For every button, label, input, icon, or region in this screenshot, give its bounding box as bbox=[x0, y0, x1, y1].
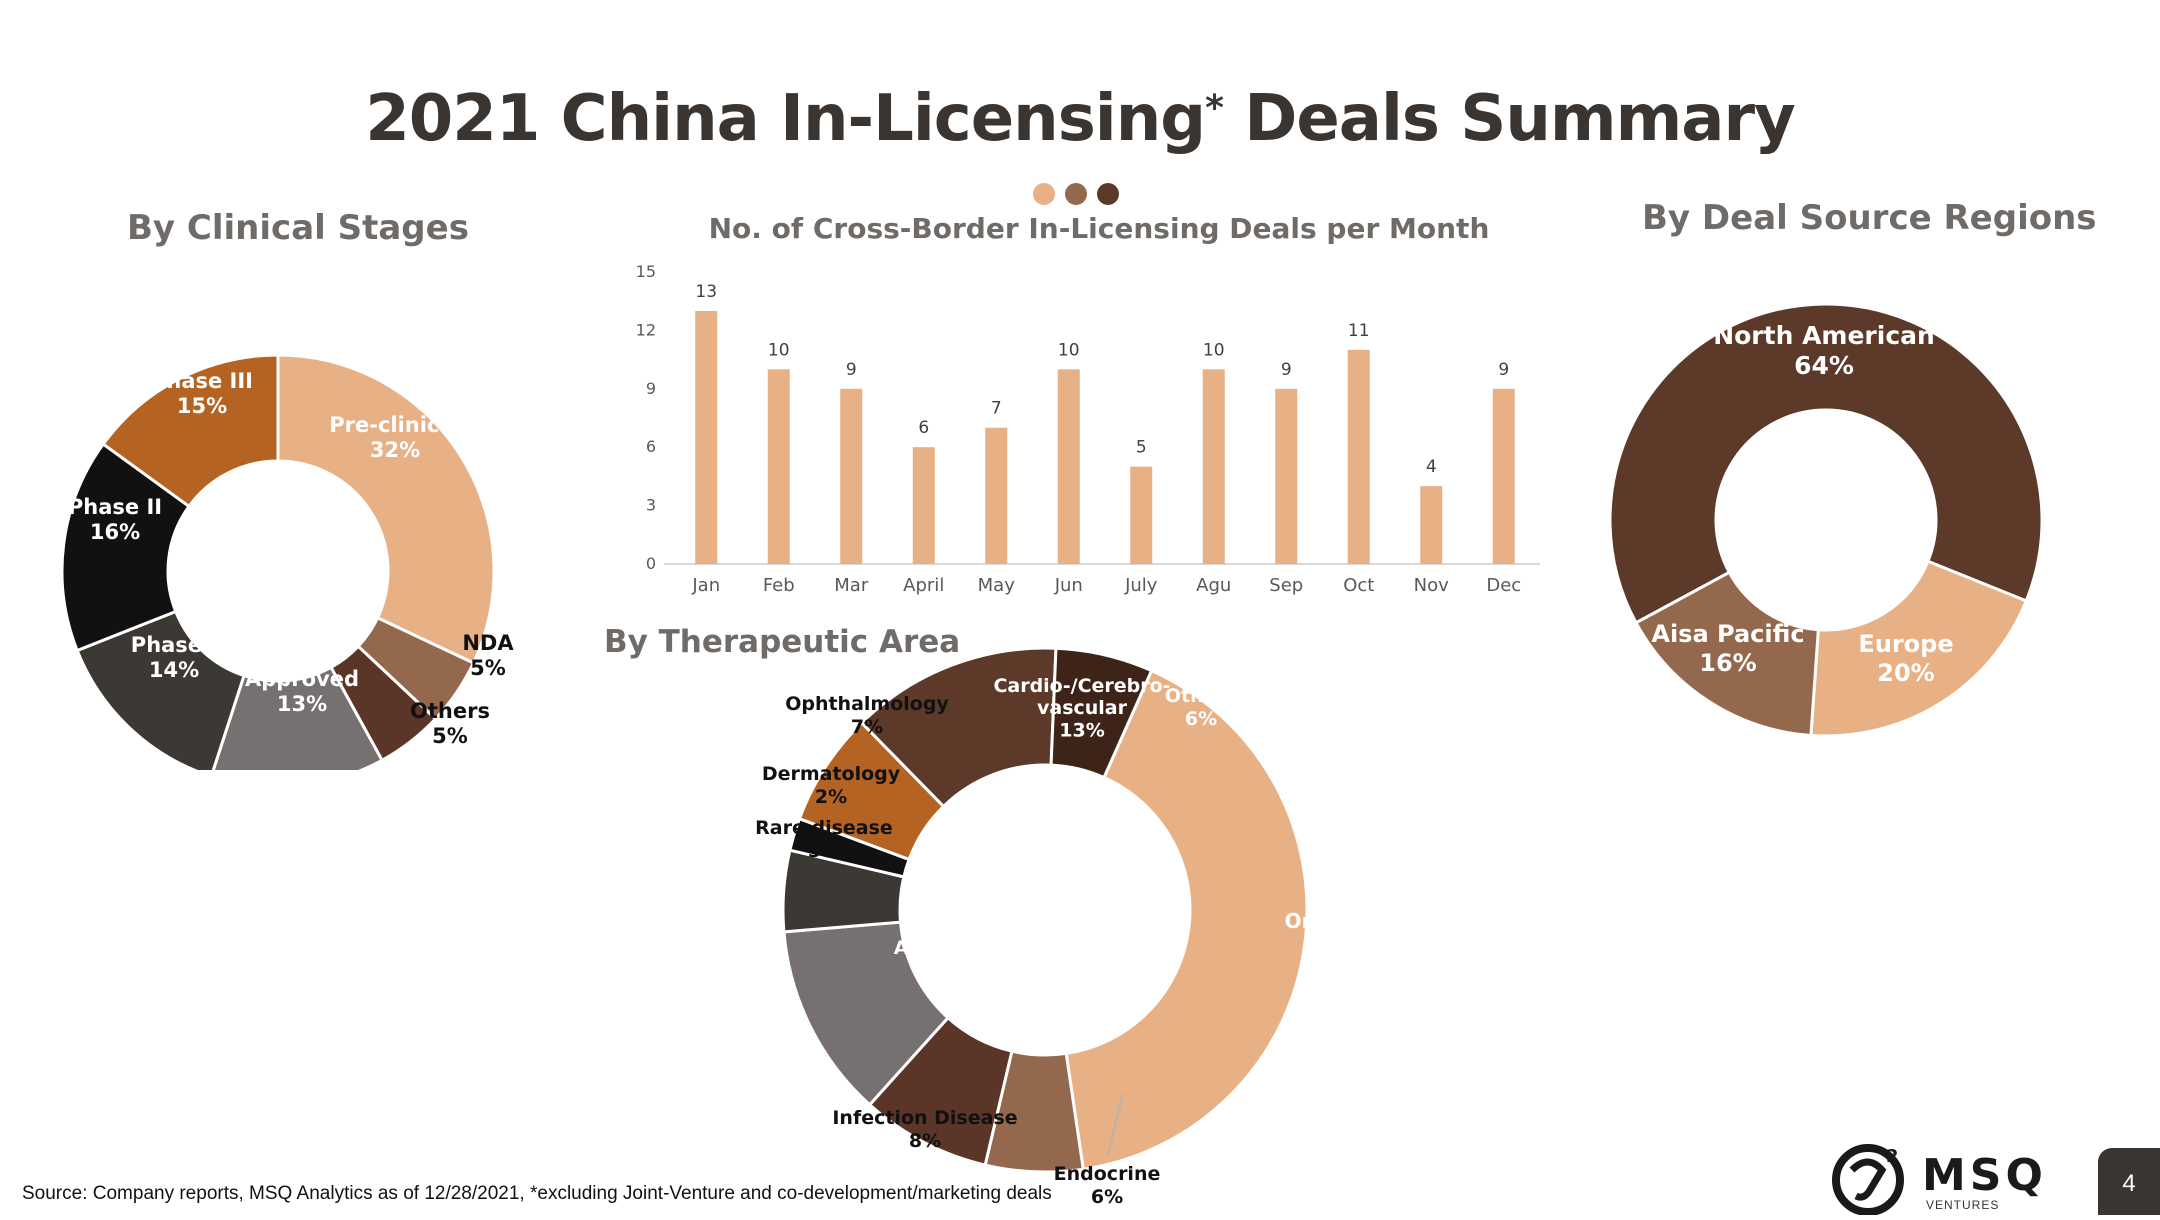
data-label-nov: 4 bbox=[1426, 457, 1437, 477]
data-label-oct: 11 bbox=[1348, 321, 1370, 341]
msq-logo: 2 MSQ VENTURES bbox=[1830, 1140, 2050, 1216]
slice-oncology bbox=[1064, 668, 1309, 1171]
slice-label-pre-clinical: Pre-clinical 32% bbox=[329, 413, 461, 462]
dot-3 bbox=[1097, 183, 1119, 205]
slice-label-rare-disease: Rare disease 5% bbox=[755, 817, 893, 862]
bar-mar bbox=[840, 388, 863, 564]
slice-label-phase-ii: Phase II 16% bbox=[68, 495, 162, 544]
x-tick-label-sep: Sep bbox=[1269, 575, 1303, 596]
slice-label-aisa-pacific: Aisa Pacific 16% bbox=[1651, 620, 1804, 677]
bar-nov bbox=[1420, 486, 1443, 564]
y-tick-label: 15 bbox=[636, 262, 656, 281]
x-tick-label-mar: Mar bbox=[834, 575, 869, 596]
bar-sep bbox=[1275, 388, 1298, 564]
y-tick-label: 12 bbox=[636, 320, 656, 339]
slice-label-ophthalmology: Ophthalmology 7% bbox=[785, 693, 949, 738]
msq-logo-mark-icon: 2 bbox=[1832, 1144, 1904, 1216]
slice-pre-clinical bbox=[276, 353, 496, 665]
x-tick-label-oct: Oct bbox=[1343, 575, 1374, 596]
slice-label-cardio-cerebro-vascular: Cardio-/Cerebro-vascular 13% bbox=[993, 675, 1170, 742]
data-label-agu: 10 bbox=[1203, 340, 1225, 360]
data-label-jan: 13 bbox=[695, 282, 717, 302]
therapeutic-donut: Oncology 41% Endocrine 6% Infection Disease 8… bbox=[755, 646, 1390, 1208]
data-label-feb: 10 bbox=[768, 340, 790, 360]
title-asterisk: * bbox=[1205, 88, 1224, 129]
regions-donut: Europe 20% Aisa Pacific 16% North American 64… bbox=[1608, 302, 2044, 738]
slice-label-north-american: North American 64% bbox=[1713, 321, 1935, 380]
bar-dec bbox=[1492, 388, 1515, 564]
logo-text: MSQ bbox=[1922, 1150, 2047, 1201]
slice-label-others: Others 5% bbox=[410, 699, 490, 748]
bar-chart-title: No. of Cross-Border In-Licensing Deals p… bbox=[0, 212, 2160, 245]
x-tick-label-july: July bbox=[1124, 575, 1158, 596]
bar-agu bbox=[1202, 369, 1225, 564]
endocrine-leader-line bbox=[1107, 1092, 1124, 1156]
bar-chart-title-text: No. of Cross-Border In-Licensing Deals p… bbox=[708, 212, 1490, 245]
slice-label-oncology: Oncology 41% bbox=[1285, 909, 1390, 957]
slice-label-endocrine: Endocrine 6% bbox=[1054, 1163, 1161, 1208]
slice-label-autoimmune-allergy: Autoimmune/allergy 12% bbox=[894, 937, 1030, 1004]
page-number: 4 bbox=[2098, 1148, 2160, 1215]
slice-phase-iii bbox=[101, 353, 280, 509]
data-label-jun: 10 bbox=[1058, 340, 1080, 360]
slice-approved bbox=[211, 665, 385, 770]
slice-others bbox=[1049, 646, 1154, 780]
y-tick-label: 9 bbox=[646, 379, 656, 398]
clinical-stages-title: By Clinical Stages bbox=[127, 208, 469, 248]
monthly-bar-chart: 0 3 6 9 12 15 13 Jan 10 Feb 9 Mar 6 April 7 May 10 Jun 5 Ju… bbox=[636, 262, 1540, 596]
slice-label-europe: Europe 20% bbox=[1858, 630, 1953, 687]
svg-text:2: 2 bbox=[1886, 1146, 1899, 1167]
x-tick-label-feb: Feb bbox=[763, 575, 795, 596]
slice-aisa-pacific bbox=[1633, 570, 1820, 738]
y-tick-label: 0 bbox=[646, 554, 656, 573]
x-tick-label-agu: Agu bbox=[1196, 575, 1231, 596]
data-label-july: 5 bbox=[1136, 438, 1147, 458]
slice-label-phase-i: Phase I 14% bbox=[131, 633, 217, 682]
data-label-may: 7 bbox=[991, 399, 1002, 419]
data-label-april: 6 bbox=[918, 418, 929, 438]
clinical-stages-donut: Pre-clinical 32% NDA 5% Others 5% Approved 13% P… bbox=[60, 353, 514, 770]
x-tick-label-dec: Dec bbox=[1486, 575, 1521, 596]
slice-label-infection-disease: Infection Disease 8% bbox=[832, 1107, 1017, 1152]
x-tick-label-may: May bbox=[978, 575, 1016, 596]
dot-1 bbox=[1033, 183, 1055, 205]
slice-europe bbox=[1809, 559, 2029, 738]
main-title: 2021 China In-Licensing* Deals Summary bbox=[0, 82, 2160, 156]
decorative-dots bbox=[1033, 183, 1129, 205]
data-label-mar: 9 bbox=[846, 360, 857, 380]
x-tick-label-jun: Jun bbox=[1054, 575, 1083, 596]
slice-label-approved: Approved 13% bbox=[245, 667, 359, 716]
slice-north-american bbox=[1608, 302, 2044, 625]
slice-label-dermatology: Dermatology 2% bbox=[762, 763, 901, 808]
bar-jun bbox=[1057, 369, 1080, 564]
data-label-dec: 9 bbox=[1498, 360, 1509, 380]
x-tick-label-nov: Nov bbox=[1414, 575, 1449, 596]
regions-title: By Deal Source Regions bbox=[1642, 198, 2097, 238]
x-tick-label-april: April bbox=[903, 575, 944, 596]
bar-april bbox=[912, 447, 935, 564]
bar-july bbox=[1130, 466, 1153, 564]
y-tick-label: 3 bbox=[646, 496, 656, 515]
slice-label-nda: NDA 5% bbox=[462, 631, 514, 680]
y-tick-label: 6 bbox=[646, 437, 656, 456]
x-tick-label-jan: Jan bbox=[691, 575, 720, 596]
source-note: Source: Company reports, MSQ Analytics a… bbox=[22, 1183, 1052, 1204]
title-main-text: 2021 China In-Licensing bbox=[365, 82, 1206, 156]
slice-label-phase-iii: Phase III 15% bbox=[151, 369, 253, 418]
data-label-sep: 9 bbox=[1281, 360, 1292, 380]
dot-2 bbox=[1065, 183, 1087, 205]
bar-may bbox=[985, 427, 1008, 564]
bar-oct bbox=[1347, 349, 1370, 564]
bar-feb bbox=[767, 369, 790, 564]
slice-phase-ii bbox=[60, 441, 192, 653]
therapeutic-title: By Therapeutic Area bbox=[604, 624, 961, 660]
title-rest-text: Deals Summary bbox=[1222, 82, 1796, 156]
logo-subtext: VENTURES bbox=[1926, 1198, 2000, 1212]
slice-label-others: Others 6% bbox=[1165, 685, 1237, 730]
bar-jan bbox=[695, 310, 718, 564]
